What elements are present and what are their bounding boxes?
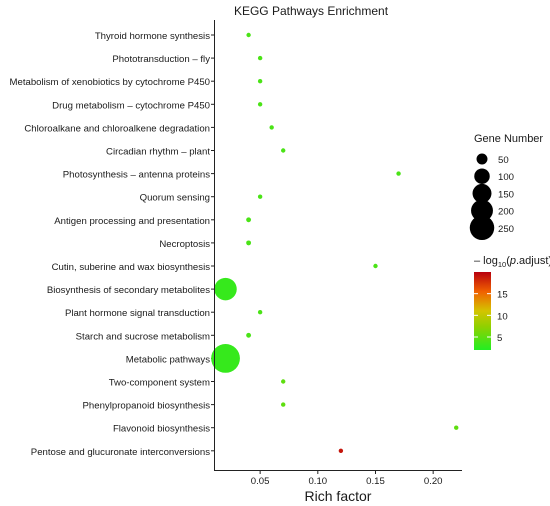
color-legend-bar xyxy=(474,272,491,350)
pathway-label: Biosynthesis of secondary metabolites xyxy=(47,285,210,296)
data-point xyxy=(257,79,263,84)
pathway-label: Phototransduction – fly xyxy=(112,54,210,65)
data-point xyxy=(246,240,252,246)
color-legend-ticks: 5 10 15 xyxy=(474,290,508,344)
pathway-label: Two-component system xyxy=(109,378,210,389)
x-tick-label: 0.10 xyxy=(308,476,327,487)
data-point xyxy=(257,310,263,315)
data-point xyxy=(269,125,274,130)
data-point xyxy=(396,171,401,176)
data-point xyxy=(281,379,286,384)
data-points xyxy=(211,32,459,453)
pathway-label: Antigen processing and presentation xyxy=(54,216,210,227)
size-legend-label: 100 xyxy=(498,172,514,183)
x-axis-title: Rich factor xyxy=(305,488,372,504)
y-axis-labels: Thyroid hormone synthesis Phototransducti… xyxy=(10,31,214,458)
size-legend-label: 200 xyxy=(498,207,514,218)
size-legend-dot xyxy=(471,199,493,222)
data-point xyxy=(246,217,252,223)
chart-title: KEGG Pathways Enrichment xyxy=(234,4,389,18)
data-point xyxy=(246,332,252,338)
size-legend-title: Gene Number xyxy=(474,133,543,145)
pathway-label: Metabolism of xenobiotics by cytochrome … xyxy=(10,77,211,88)
size-legend-dot xyxy=(476,153,488,165)
pathway-label: Flavonoid biosynthesis xyxy=(113,424,210,435)
x-tick-label: 0.20 xyxy=(424,476,443,487)
color-legend-label: 10 xyxy=(497,311,508,322)
pathway-label: Starch and sucrose metabolism xyxy=(76,331,210,342)
data-point xyxy=(281,402,286,407)
size-legend-dot xyxy=(474,168,490,184)
pathway-label: Quorum sensing xyxy=(140,193,210,204)
x-tick-label: 0.15 xyxy=(366,476,385,487)
pathway-label: Metabolic pathways xyxy=(126,354,210,365)
color-legend-label: 5 xyxy=(497,333,502,344)
pathway-label: Necroptosis xyxy=(159,239,210,250)
size-legend-dot xyxy=(469,215,495,241)
x-tick-label: 0.05 xyxy=(251,476,270,487)
pathway-label: Plant hormone signal transduction xyxy=(65,308,210,319)
pathway-label: Cutin, suberine and wax biosynthesis xyxy=(52,262,211,273)
data-point xyxy=(373,263,378,269)
data-point xyxy=(257,55,263,61)
data-point xyxy=(338,448,344,453)
data-point xyxy=(246,32,251,38)
pathway-label: Circadian rhythm – plant xyxy=(106,147,210,158)
pathway-label: Photosynthesis – antenna proteins xyxy=(63,170,210,181)
pathway-label: Drug metabolism – cytochrome P450 xyxy=(52,100,210,111)
x-axis-ticks: 0.05 0.10 0.15 0.20 xyxy=(251,470,443,487)
color-legend-label: 15 xyxy=(497,290,508,301)
size-legend: 50 100 150 200 250 xyxy=(469,153,514,241)
data-point xyxy=(257,102,263,107)
color-legend-title: – log10(p.adjust) xyxy=(474,255,550,269)
pathway-label: Thyroid hormone synthesis xyxy=(95,31,210,42)
data-point xyxy=(211,344,240,373)
pathway-label: Phenylpropanoid biosynthesis xyxy=(83,401,211,412)
size-legend-label: 50 xyxy=(498,155,509,166)
size-legend-label: 150 xyxy=(498,189,514,200)
pathway-label: Chloroalkane and chloroalkene degradatio… xyxy=(24,123,210,134)
size-legend-label: 250 xyxy=(498,224,514,235)
data-point xyxy=(214,277,237,301)
data-point xyxy=(257,194,263,199)
pathway-label: Pentose and glucuronate interconversions xyxy=(31,447,210,458)
size-legend-dot xyxy=(472,183,492,203)
data-point xyxy=(281,148,286,153)
data-point xyxy=(454,425,459,430)
